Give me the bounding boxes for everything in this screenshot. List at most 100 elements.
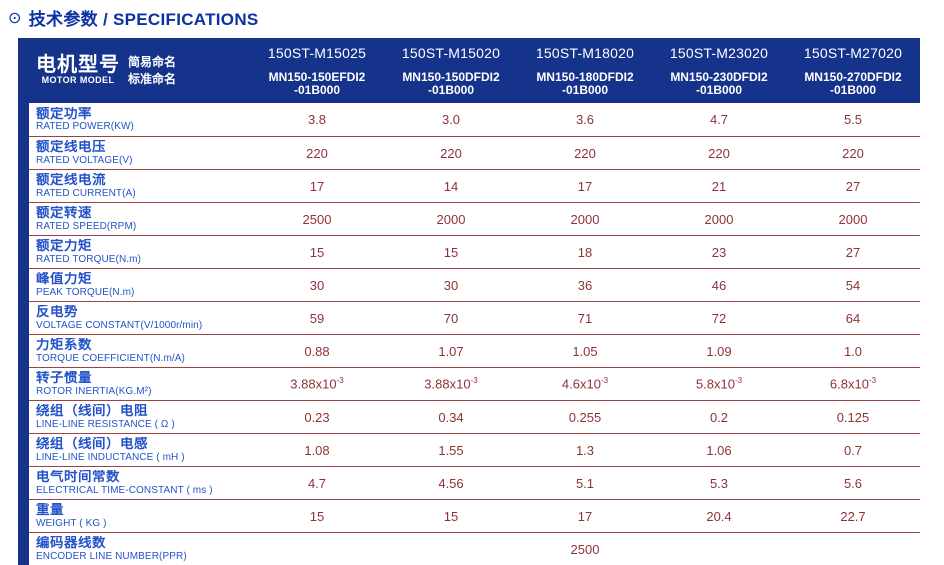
cell-value: 17 bbox=[577, 508, 593, 524]
model-standard-name: MN150-270DFDI2 -01B000 bbox=[804, 71, 901, 97]
row-label-cn: 额定力矩 bbox=[36, 239, 92, 254]
cell-value: 220 bbox=[708, 145, 730, 161]
row-label-cn: 额定功率 bbox=[36, 106, 92, 121]
name-kind-labels: 简易命名 标准命名 bbox=[126, 44, 176, 98]
table-row-rated-power: 额定功率 RATED POWER(KW) 3.8 3.0 3.6 4.7 5.5 bbox=[18, 103, 920, 136]
row-label: 额定线电流 RATED CURRENT(A) bbox=[18, 173, 250, 199]
cell-value: 5.3 bbox=[709, 475, 729, 491]
table-row-line-line-resistance: 绕组（线间）电阻 LINE-LINE RESISTANCE ( Ω ) 0.23… bbox=[18, 400, 920, 433]
page-title: ⊙ 技术参数 / SPECIFICATIONS bbox=[8, 5, 259, 30]
cell-value: 220 bbox=[574, 145, 596, 161]
cell-value: 2000 bbox=[436, 211, 466, 227]
sci-base: 4.6x10 bbox=[561, 376, 601, 392]
cell-value: 27 bbox=[845, 178, 861, 194]
circle-dot-icon: ⊙ bbox=[8, 9, 22, 27]
table-row-line-line-inductance: 绕组（线间）电感 LINE-LINE INDUCTANCE ( mH ) 1.0… bbox=[18, 433, 920, 466]
row-label: 重量 WEIGHT ( KG ) bbox=[18, 503, 250, 529]
cell-value: 17 bbox=[577, 178, 593, 194]
model-standard-name: MN150-230DFDI2 -01B000 bbox=[670, 71, 767, 97]
page-title-text: 技术参数 / SPECIFICATIONS bbox=[28, 10, 259, 29]
row-label-en: RATED CURRENT(A) bbox=[36, 187, 136, 199]
model-standard-name: MN150-150EFDI2 -01B000 bbox=[269, 71, 366, 97]
row-label: 转子惯量 ROTOR INERTIA(KG.M²) bbox=[18, 371, 250, 397]
row-label-en: WEIGHT ( KG ) bbox=[36, 517, 107, 529]
cell-value: 220 bbox=[842, 145, 864, 161]
table-row-electrical-time-constant: 电气时间常数 ELECTRICAL TIME-CONSTANT ( ms ) 4… bbox=[18, 466, 920, 499]
cell-value: 6.8x10-3 bbox=[786, 376, 920, 391]
cell-value: 0.255 bbox=[568, 409, 602, 425]
left-accent-bar bbox=[18, 103, 29, 565]
standard-name-line1: MN150-180DFDI2 bbox=[536, 70, 634, 84]
model-column-header: 150ST-M23020 MN150-230DFDI2 -01B000 bbox=[652, 38, 786, 103]
row-label: 额定力矩 RATED TORQUE(N.m) bbox=[18, 239, 250, 265]
standard-name-line1: MN150-270DFDI2 bbox=[804, 70, 902, 84]
row-label: 额定线电压 RATED VOLTAGE(V) bbox=[18, 140, 250, 166]
cell-value: 0.2 bbox=[709, 409, 729, 425]
cell-value: 1.0 bbox=[843, 343, 863, 359]
table-row-rated-voltage: 额定线电压 RATED VOLTAGE(V) 220 220 220 220 2… bbox=[18, 136, 920, 169]
standard-name-line2: -01B000 bbox=[695, 83, 743, 97]
row-label-en: LINE-LINE INDUCTANCE ( mH ) bbox=[36, 451, 185, 463]
cell-value: 4.7 bbox=[307, 475, 327, 491]
row-label: 绕组（线间）电阻 LINE-LINE RESISTANCE ( Ω ) bbox=[18, 404, 250, 430]
row-label-en: RATED POWER(KW) bbox=[36, 121, 134, 133]
cell-value: 5.1 bbox=[575, 475, 595, 491]
cell-value: 0.23 bbox=[304, 409, 330, 425]
simple-name-label: 简易命名 bbox=[128, 54, 177, 69]
standard-name-line2: -01B000 bbox=[293, 83, 341, 97]
cell-value: 3.8 bbox=[307, 112, 327, 127]
row-label-en: RATED VOLTAGE(V) bbox=[36, 154, 133, 166]
model-simple-name: 150ST-M15025 bbox=[267, 45, 367, 61]
cell-value: 15 bbox=[309, 508, 325, 524]
row-label-cn: 编码器线数 bbox=[36, 536, 106, 551]
model-column-header: 150ST-M27020 MN150-270DFDI2 -01B000 bbox=[786, 38, 920, 103]
cell-value: 5.5 bbox=[843, 112, 863, 127]
model-column-header: 150ST-M15020 MN150-150DFDI2 -01B000 bbox=[384, 38, 518, 103]
cell-value: 30 bbox=[443, 277, 459, 293]
row-label-cn: 反电势 bbox=[36, 305, 78, 320]
model-column-header: 150ST-M15025 MN150-150EFDI2 -01B000 bbox=[250, 38, 384, 103]
cell-value: 36 bbox=[577, 277, 593, 293]
standard-name-line1: MN150-230DFDI2 bbox=[670, 70, 768, 84]
cell-value: 5.6 bbox=[843, 475, 863, 491]
row-label: 编码器线数 ENCODER LINE NUMBER(PPR) bbox=[18, 536, 250, 562]
cell-value: 1.55 bbox=[438, 442, 464, 458]
table-row-torque-coefficient: 力矩系数 TORQUE COEFFICIENT(N.m/A) 0.88 1.07… bbox=[18, 334, 920, 367]
row-label-cn: 电气时间常数 bbox=[36, 470, 120, 485]
cell-value: 0.125 bbox=[836, 409, 870, 425]
cell-value: 0.7 bbox=[843, 442, 863, 458]
cell-value: 3.88x10-3 bbox=[384, 376, 518, 391]
header-corner: 电机型号 MOTOR MODEL 简易命名 标准命名 bbox=[18, 38, 250, 103]
cell-value: 15 bbox=[309, 244, 325, 260]
cell-value: 220 bbox=[440, 145, 462, 161]
cell-value: 220 bbox=[306, 145, 328, 161]
row-label-en: PEAK TORQUE(N.m) bbox=[36, 286, 135, 298]
cell-value: 15 bbox=[443, 244, 459, 260]
table-row-weight: 重量 WEIGHT ( KG ) 15 15 17 20.4 22.7 bbox=[18, 499, 920, 532]
row-label-cn: 转子惯量 bbox=[36, 371, 92, 386]
sci-exponent: -3 bbox=[734, 376, 743, 386]
row-label-cn: 额定线电压 bbox=[36, 140, 106, 155]
row-label: 峰值力矩 PEAK TORQUE(N.m) bbox=[18, 272, 250, 298]
sci-base: 3.88x10 bbox=[290, 376, 337, 392]
sci-exponent: -3 bbox=[600, 376, 609, 386]
cell-value: 4.7 bbox=[709, 112, 729, 127]
cell-value: 70 bbox=[443, 310, 459, 326]
model-standard-name: MN150-150DFDI2 -01B000 bbox=[402, 71, 499, 97]
model-standard-name: MN150-180DFDI2 -01B000 bbox=[536, 71, 633, 97]
cell-value: 1.07 bbox=[438, 343, 464, 359]
cell-value: 2000 bbox=[570, 211, 600, 227]
row-label-cn: 额定线电流 bbox=[36, 173, 106, 188]
standard-name-line2: -01B000 bbox=[561, 83, 609, 97]
row-label-cn: 重量 bbox=[36, 503, 64, 518]
table-row-peak-torque: 峰值力矩 PEAK TORQUE(N.m) 30 30 36 46 54 bbox=[18, 268, 920, 301]
cell-value: 3.88x10-3 bbox=[250, 376, 384, 391]
standard-name-line1: MN150-150DFDI2 bbox=[402, 70, 500, 84]
model-simple-name: 150ST-M23020 bbox=[669, 45, 769, 61]
row-label-en: RATED TORQUE(N.m) bbox=[36, 253, 142, 265]
specifications-table: 电机型号 MOTOR MODEL 简易命名 标准命名 150ST-M15025 … bbox=[18, 38, 920, 565]
cell-value: 23 bbox=[711, 244, 727, 260]
cell-value: 64 bbox=[845, 310, 861, 326]
table-header: 电机型号 MOTOR MODEL 简易命名 标准命名 150ST-M15025 … bbox=[18, 38, 920, 103]
sci-exponent: -3 bbox=[336, 376, 344, 386]
